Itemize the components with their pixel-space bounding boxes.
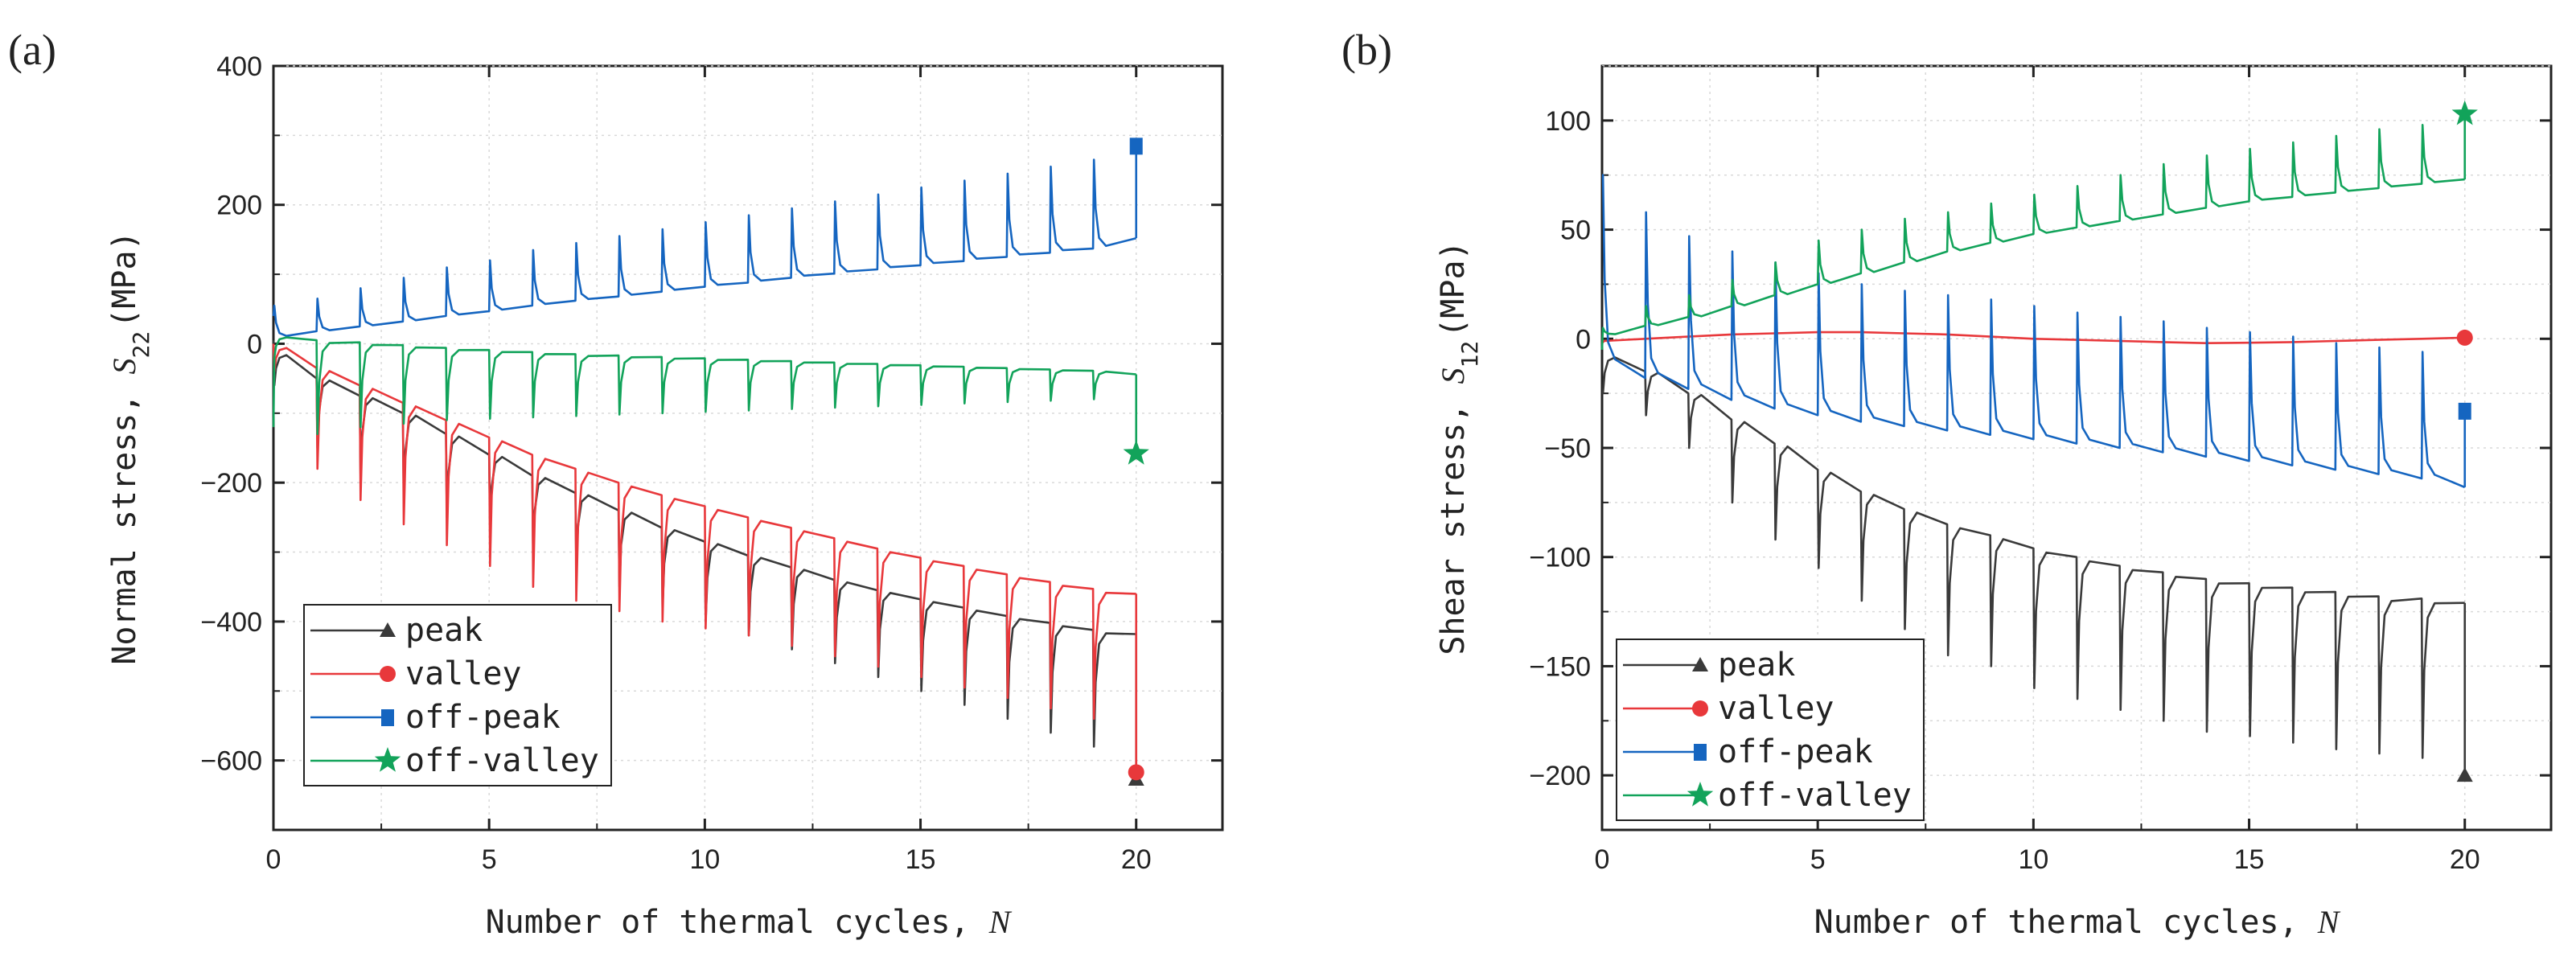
panel-a-tag: (a) (8, 26, 56, 74)
legend-label-valley: valley (1718, 690, 1834, 727)
legend-box (303, 604, 612, 786)
legend-marker-off-peak (1694, 744, 1707, 761)
x-tick-label: 20 (2450, 844, 2480, 875)
ticks-a: 0 5 10 15 20 400 200 0 −200 −400 −600 (200, 51, 1222, 875)
series-b (1600, 100, 2478, 782)
ticks-b: 0 5 10 15 20 100 50 0 −50 −100 −150 −200 (1529, 66, 2551, 875)
x-tick-label: 10 (689, 844, 720, 875)
legend-b: peak valley off-peak off-valley (1616, 639, 1925, 821)
x-axis-label-b: Number of thermal cycles, N (1814, 904, 2341, 941)
plot-frame-a (272, 64, 1224, 832)
y-tick-label: −600 (200, 746, 262, 777)
legend-marker-valley (380, 666, 396, 682)
y-axis-label-b: Shear stress, S12(MPa) (1435, 240, 1483, 655)
y-axis-label-a: Normal stress, S22(MPa) (106, 231, 154, 664)
series-end-marker-valley (2456, 329, 2473, 346)
series-end-marker-off-valley (2451, 100, 2478, 125)
y-tick-label: 50 (1560, 216, 1591, 246)
legend-box (1616, 639, 1925, 821)
x-axis-label-a: Number of thermal cycles, N (486, 904, 1013, 941)
y-tick-label: 0 (1576, 324, 1591, 355)
panel-b: 0 5 10 15 20 100 50 0 −50 −100 −150 −200 Number of … (1435, 64, 2553, 941)
series-line-off-peak (1601, 174, 2466, 489)
y-tick-label: −150 (1529, 651, 1591, 682)
legend-label-off-peak: off-peak (1718, 733, 1873, 770)
y-tick-label: 0 (247, 329, 262, 359)
y-tick-label: 200 (216, 191, 262, 221)
x-tick-label: 15 (906, 844, 936, 875)
x-tick-label: 0 (1595, 844, 1610, 875)
y-tick-label: 400 (216, 51, 262, 82)
legend-marker-off-valley (1687, 782, 1714, 807)
legend-label-peak: peak (405, 612, 483, 649)
series-line-off-valley (272, 336, 1136, 435)
series-line-off-valley (1600, 124, 2465, 350)
y-tick-label: −400 (200, 607, 262, 638)
legend-marker-peak (380, 622, 396, 637)
series-a (272, 138, 1149, 786)
series-end-marker-off-valley (1123, 439, 1149, 465)
series-line-off-peak (272, 158, 1137, 337)
y-tick-label: −50 (1544, 433, 1591, 464)
x-tick-label: 5 (1810, 844, 1826, 875)
series-end-marker-off-peak (2458, 402, 2471, 420)
y-tick-label: −200 (200, 468, 262, 499)
legend-label-valley: valley (405, 655, 522, 692)
series-end-marker-peak (2456, 767, 2473, 782)
y-tick-label: 100 (1545, 106, 1591, 137)
y-tick-label: −200 (1529, 761, 1591, 791)
series-line-valley (1601, 331, 2465, 344)
x-tick-label: 5 (482, 844, 497, 875)
series-line-valley (272, 343, 1136, 721)
x-tick-label: 0 (266, 844, 281, 875)
legend-label-off-valley: off-valley (405, 742, 599, 779)
panel-a: 0 5 10 15 20 400 200 0 −200 −400 −600 Number of th… (106, 51, 1224, 941)
legend-label-peak: peak (1718, 647, 1795, 684)
x-tick-label: 15 (2234, 844, 2265, 875)
legend-marker-peak (1692, 657, 1708, 671)
y-tick-label: −100 (1529, 543, 1591, 573)
legend-marker-valley (1692, 700, 1708, 717)
series-line-peak (1601, 356, 2465, 759)
legend-a: peak valley off-peak off-valley (303, 604, 612, 786)
series-end-marker-valley (1128, 764, 1144, 781)
legend-marker-off-peak (381, 709, 394, 726)
panel-b-tag: (b) (1341, 26, 1392, 74)
legend-marker-off-valley (374, 747, 401, 772)
x-tick-label: 20 (1121, 844, 1152, 875)
x-tick-label: 10 (2018, 844, 2048, 875)
series-end-marker-off-peak (1129, 138, 1143, 155)
legend-label-off-valley: off-valley (1718, 777, 1912, 814)
legend-label-off-peak: off-peak (405, 699, 561, 736)
